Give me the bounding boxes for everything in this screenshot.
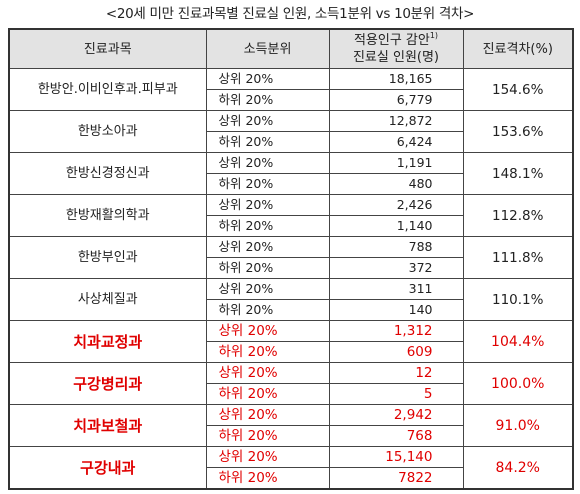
header-count: 적용인구 감안1) 진료실 인원(명): [328, 28, 464, 69]
table-row: 한방소아과 상위 20% 12,872 153.6%: [8, 110, 574, 153]
subject-cell: 구강병리과: [8, 362, 207, 405]
count-top-cell: 311: [328, 278, 464, 300]
count-bottom-cell: 5: [328, 383, 464, 405]
count-bottom-cell: 1,140: [328, 215, 464, 237]
count-bottom-cell: 480: [328, 173, 464, 195]
income-bottom-cell: 하위 20%: [205, 341, 330, 363]
income-top-cell: 상위 20%: [205, 236, 330, 258]
count-top-cell: 12: [328, 362, 464, 384]
subject-cell: 사상체질과: [8, 278, 207, 321]
income-top-cell: 상위 20%: [205, 278, 330, 300]
gap-cell: 112.8%: [462, 194, 574, 237]
income-bottom-cell: 하위 20%: [205, 467, 330, 490]
subject-cell: 한방신경정신과: [8, 152, 207, 195]
gap-cell: 153.6%: [462, 110, 574, 153]
income-top-cell: 상위 20%: [205, 194, 330, 216]
count-top-cell: 18,165: [328, 68, 464, 90]
income-bottom-cell: 하위 20%: [205, 425, 330, 447]
header-count-line2: 진료실 인원(명): [352, 50, 440, 65]
count-top-cell: 1,312: [328, 320, 464, 342]
subject-cell: 한방안.이비인후과.피부과: [8, 68, 207, 111]
subject-cell: 한방부인과: [8, 236, 207, 279]
count-top-cell: 12,872: [328, 110, 464, 132]
table-row: 하위 20% 480: [9, 173, 573, 195]
income-top-cell: 상위 20%: [205, 446, 330, 468]
count-top-cell: 15,140: [328, 446, 464, 468]
income-top-cell: 상위 20%: [205, 68, 330, 90]
count-top-cell: 2,942: [328, 404, 464, 426]
gap-cell: 104.4%: [462, 320, 574, 363]
subject-cell: 한방재활의학과: [8, 194, 207, 237]
subject-cell: 한방소아과: [8, 110, 207, 153]
subject-cell: 구강내과: [8, 446, 207, 490]
table-row: 한방부인과 상위 20% 788 111.8%: [8, 236, 574, 279]
header-income: 소득분위: [205, 28, 330, 69]
header-gap: 진료격차(%): [462, 28, 574, 69]
income-bottom-cell: 하위 20%: [205, 173, 330, 195]
header-count-line1: 적용인구 감안: [353, 33, 430, 48]
income-gap-table: 진료과목 소득분위 적용인구 감안1) 진료실 인원(명) 진료격차(%) 한방…: [8, 28, 574, 490]
count-bottom-cell: 609: [328, 341, 464, 363]
gap-cell: 111.8%: [462, 236, 574, 279]
gap-cell: 100.0%: [462, 362, 574, 405]
table-row: 구강병리과 상위 20% 12 100.0%: [8, 362, 574, 405]
table-row: 한방신경정신과 상위 20% 1,191 148.1%: [8, 152, 574, 195]
count-bottom-cell: 140: [328, 299, 464, 321]
gap-cell: 154.6%: [462, 68, 574, 111]
subject-cell: 치과교정과: [8, 320, 207, 363]
gap-cell: 84.2%: [462, 446, 574, 490]
table-row: 구강내과 상위 20% 15,140 84.2%: [8, 446, 574, 490]
table-row: 하위 20% 372: [9, 257, 573, 279]
income-bottom-cell: 하위 20%: [205, 131, 330, 153]
income-bottom-cell: 하위 20%: [205, 215, 330, 237]
table-row: 하위 20% 609: [9, 341, 573, 363]
gap-cell: 148.1%: [462, 152, 574, 195]
income-top-cell: 상위 20%: [205, 320, 330, 342]
table-row: 사상체질과 상위 20% 311 110.1%: [8, 278, 574, 321]
table-row: 하위 20% 768: [9, 425, 573, 447]
table-row: 한방재활의학과 상위 20% 2,426 112.8%: [8, 194, 574, 237]
income-bottom-cell: 하위 20%: [205, 89, 330, 111]
count-bottom-cell: 768: [328, 425, 464, 447]
subject-cell: 치과보철과: [8, 404, 207, 447]
income-top-cell: 상위 20%: [205, 152, 330, 174]
count-bottom-cell: 6,424: [328, 131, 464, 153]
count-bottom-cell: 6,779: [328, 89, 464, 111]
table-body: 한방안.이비인후과.피부과 상위 20% 18,165 154.6% 하위 20% 6,7…: [8, 68, 574, 490]
count-top-cell: 1,191: [328, 152, 464, 174]
count-bottom-cell: 372: [328, 257, 464, 279]
header-row: 진료과목 소득분위 적용인구 감안1) 진료실 인원(명) 진료격차(%): [8, 28, 574, 69]
income-bottom-cell: 하위 20%: [205, 383, 330, 405]
count-top-cell: 788: [328, 236, 464, 258]
count-bottom-cell: 7822: [328, 467, 464, 490]
header-count-footnote: 1): [429, 31, 439, 40]
table-row: 하위 20% 7822: [9, 467, 573, 490]
count-top-cell: 2,426: [328, 194, 464, 216]
header-subject: 진료과목: [8, 28, 207, 69]
table-row: 한방안.이비인후과.피부과 상위 20% 18,165 154.6%: [8, 68, 574, 111]
income-top-cell: 상위 20%: [205, 110, 330, 132]
table-row: 치과보철과 상위 20% 2,942 91.0%: [8, 404, 574, 447]
table-row: 치과교정과 상위 20% 1,312 104.4%: [8, 320, 574, 363]
table-row: 하위 20% 5: [9, 383, 573, 405]
gap-cell: 91.0%: [462, 404, 574, 447]
income-top-cell: 상위 20%: [205, 362, 330, 384]
income-top-cell: 상위 20%: [205, 404, 330, 426]
table-title: <20세 미만 진료과목별 진료실 인원, 소득1분위 vs 10분위 격차>: [105, 6, 475, 22]
income-bottom-cell: 하위 20%: [205, 257, 330, 279]
gap-cell: 110.1%: [462, 278, 574, 321]
income-bottom-cell: 하위 20%: [205, 299, 330, 321]
